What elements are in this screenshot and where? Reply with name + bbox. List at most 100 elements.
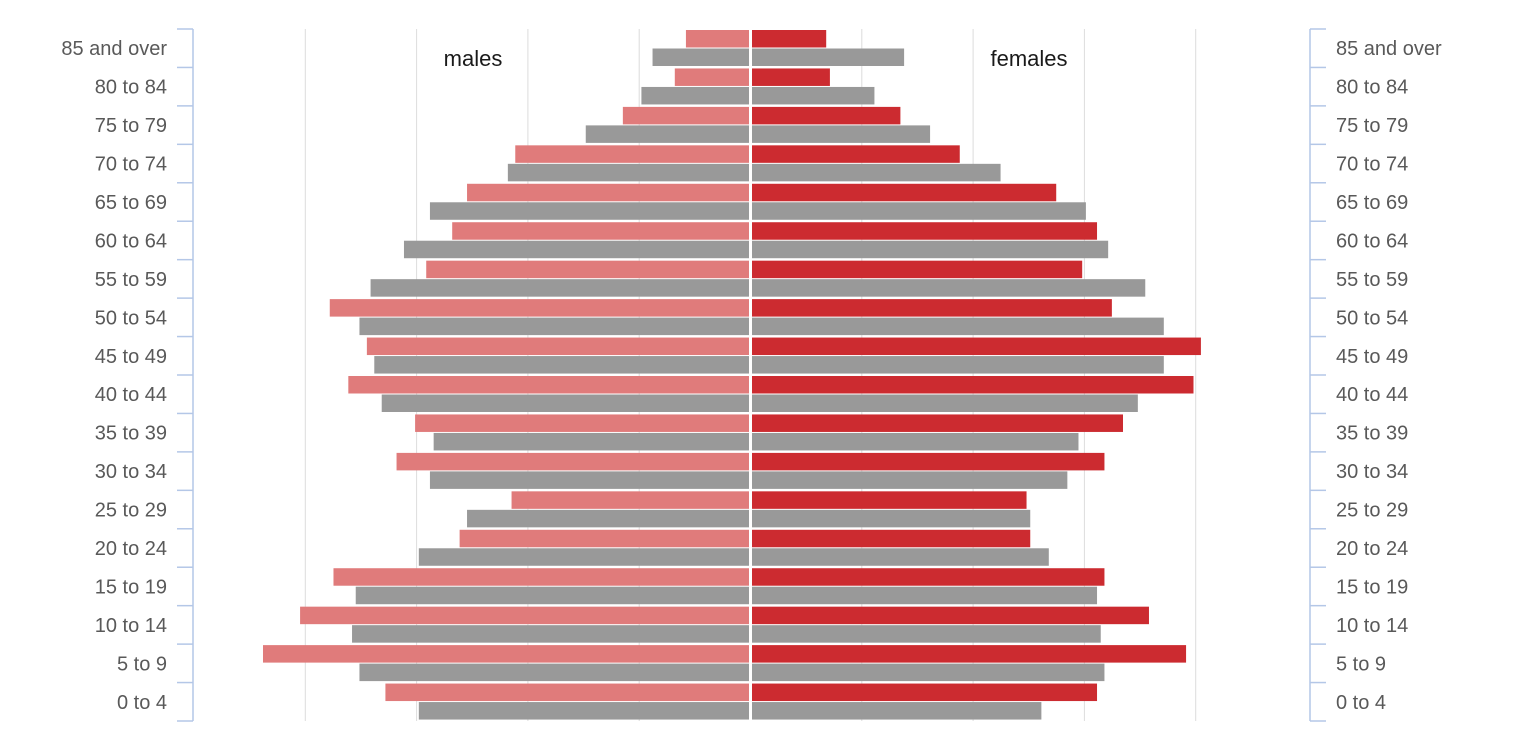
male-upper-bar-35-to-39 [415, 414, 749, 432]
left-category-label-55-to-59: 55 to 59 [95, 269, 167, 291]
female-lower-bar-15-to-19 [752, 586, 1098, 605]
left-category-label-20-to-24: 20 to 24 [95, 538, 167, 560]
male-lower-bar-40-to-44 [381, 394, 749, 412]
male-upper-bar-10-to-14 [300, 606, 749, 625]
male-upper-bar-85-and-over [685, 30, 749, 48]
male-upper-bar-70-to-74 [515, 145, 749, 163]
male-lower-bar-35-to-39 [433, 432, 749, 451]
males-label: males [444, 46, 503, 71]
female-lower-bar-70-to-74 [752, 163, 1001, 182]
male-upper-bar-40-to-44 [348, 376, 749, 394]
left-category-label-50-to-54: 50 to 54 [95, 307, 167, 329]
male-lower-bar-65-to-69 [429, 202, 749, 220]
left-category-label-80-to-84: 80 to 84 [95, 77, 167, 99]
female-lower-bar-25-to-29 [752, 509, 1031, 528]
female-upper-bar-10-to-14 [752, 606, 1149, 625]
right-category-label-45-to-49: 45 to 49 [1336, 346, 1408, 368]
female-lower-bar-20-to-24 [752, 548, 1049, 566]
female-upper-bar-0-to-4 [752, 683, 1098, 702]
right-category-label-70-to-74: 70 to 74 [1336, 154, 1408, 176]
female-lower-bar-45-to-49 [752, 356, 1164, 374]
right-category-label-30-to-34: 30 to 34 [1336, 461, 1408, 483]
male-lower-bar-0-to-4 [418, 702, 749, 720]
right-category-label-35-to-39: 35 to 39 [1336, 423, 1408, 445]
female-lower-bar-75-to-79 [752, 125, 931, 143]
male-upper-bar-55-to-59 [426, 260, 749, 279]
female-lower-bar-10-to-14 [752, 625, 1101, 643]
female-lower-bar-5-to-9 [752, 663, 1105, 682]
right-category-label-0-to-4: 0 to 4 [1336, 692, 1386, 714]
female-upper-bar-85-and-over [752, 30, 827, 48]
female-upper-bar-35-to-39 [752, 414, 1123, 432]
male-lower-bar-10-to-14 [352, 625, 749, 643]
right-category-label-85-and-over: 85 and over [1336, 38, 1442, 60]
female-lower-bar-85-and-over [752, 48, 905, 66]
right-category-label-15-to-19: 15 to 19 [1336, 576, 1408, 598]
left-category-label-70-to-74: 70 to 74 [95, 154, 167, 176]
male-lower-bar-75-to-79 [585, 125, 749, 143]
grid-lines [304, 29, 1197, 721]
male-upper-bar-45-to-49 [366, 337, 749, 356]
male-lower-bar-70-to-74 [507, 163, 749, 182]
male-lower-bar-80-to-84 [641, 86, 749, 105]
male-upper-bar-25-to-29 [511, 491, 749, 509]
left-category-label-35-to-39: 35 to 39 [95, 423, 167, 445]
male-upper-bar-50-to-54 [329, 299, 749, 317]
right-category-label-10-to-14: 10 to 14 [1336, 615, 1408, 637]
male-lower-bar-5-to-9 [359, 663, 749, 682]
male-upper-bar-75-to-79 [622, 106, 749, 125]
right-category-label-65-to-69: 65 to 69 [1336, 192, 1408, 214]
male-upper-bar-60-to-64 [452, 222, 749, 240]
right-category-label-5-to-9: 5 to 9 [1336, 653, 1386, 675]
left-category-label-40-to-44: 40 to 44 [95, 384, 167, 406]
right-category-label-80-to-84: 80 to 84 [1336, 77, 1408, 99]
female-upper-bar-60-to-64 [752, 222, 1098, 240]
left-category-label-45-to-49: 45 to 49 [95, 346, 167, 368]
left-category-label-10-to-14: 10 to 14 [95, 615, 167, 637]
male-lower-bar-20-to-24 [418, 548, 749, 566]
right-category-label-60-to-64: 60 to 64 [1336, 230, 1408, 252]
female-upper-bar-80-to-84 [752, 68, 830, 86]
male-lower-bar-15-to-19 [355, 586, 749, 605]
male-lower-bar-25-to-29 [467, 509, 749, 528]
female-lower-bar-55-to-59 [752, 279, 1146, 297]
female-upper-bar-15-to-19 [752, 568, 1105, 586]
male-lower-bar-85-and-over [652, 48, 749, 66]
female-upper-bar-55-to-59 [752, 260, 1083, 279]
female-upper-bar-20-to-24 [752, 529, 1031, 548]
right-category-label-25-to-29: 25 to 29 [1336, 500, 1408, 522]
female-lower-bar-40-to-44 [752, 394, 1138, 412]
female-upper-bar-25-to-29 [752, 491, 1027, 509]
male-upper-bar-15-to-19 [333, 568, 749, 586]
female-lower-bar-30-to-34 [752, 471, 1068, 489]
left-category-label-75-to-79: 75 to 79 [95, 115, 167, 137]
male-upper-bar-5-to-9 [262, 645, 749, 663]
female-upper-bar-70-to-74 [752, 145, 960, 163]
male-lower-bar-60-to-64 [403, 240, 749, 259]
male-upper-bar-30-to-34 [396, 452, 749, 471]
female-lower-bar-35-to-39 [752, 432, 1079, 451]
left-category-label-60-to-64: 60 to 64 [95, 230, 167, 252]
female-upper-bar-65-to-69 [752, 183, 1057, 202]
left-category-label-85-and-over: 85 and over [61, 38, 167, 60]
female-lower-bar-0-to-4 [752, 702, 1042, 720]
right-category-label-40-to-44: 40 to 44 [1336, 384, 1408, 406]
female-lower-bar-50-to-54 [752, 317, 1164, 336]
females-label: females [990, 46, 1067, 71]
male-upper-bar-65-to-69 [467, 183, 749, 202]
female-lower-bar-60-to-64 [752, 240, 1109, 259]
left-category-label-30-to-34: 30 to 34 [95, 461, 167, 483]
left-category-label-5-to-9: 5 to 9 [117, 653, 167, 675]
female-lower-bar-65-to-69 [752, 202, 1086, 220]
female-lower-bar-80-to-84 [752, 86, 875, 105]
right-category-label-55-to-59: 55 to 59 [1336, 269, 1408, 291]
female-upper-bar-75-to-79 [752, 106, 901, 125]
male-lower-bar-55-to-59 [370, 279, 749, 297]
left-category-label-0-to-4: 0 to 4 [117, 692, 167, 714]
female-upper-bar-50-to-54 [752, 299, 1112, 317]
female-upper-bar-40-to-44 [752, 376, 1194, 394]
male-upper-bar-0-to-4 [385, 683, 749, 702]
left-category-label-25-to-29: 25 to 29 [95, 500, 167, 522]
male-lower-bar-30-to-34 [429, 471, 749, 489]
